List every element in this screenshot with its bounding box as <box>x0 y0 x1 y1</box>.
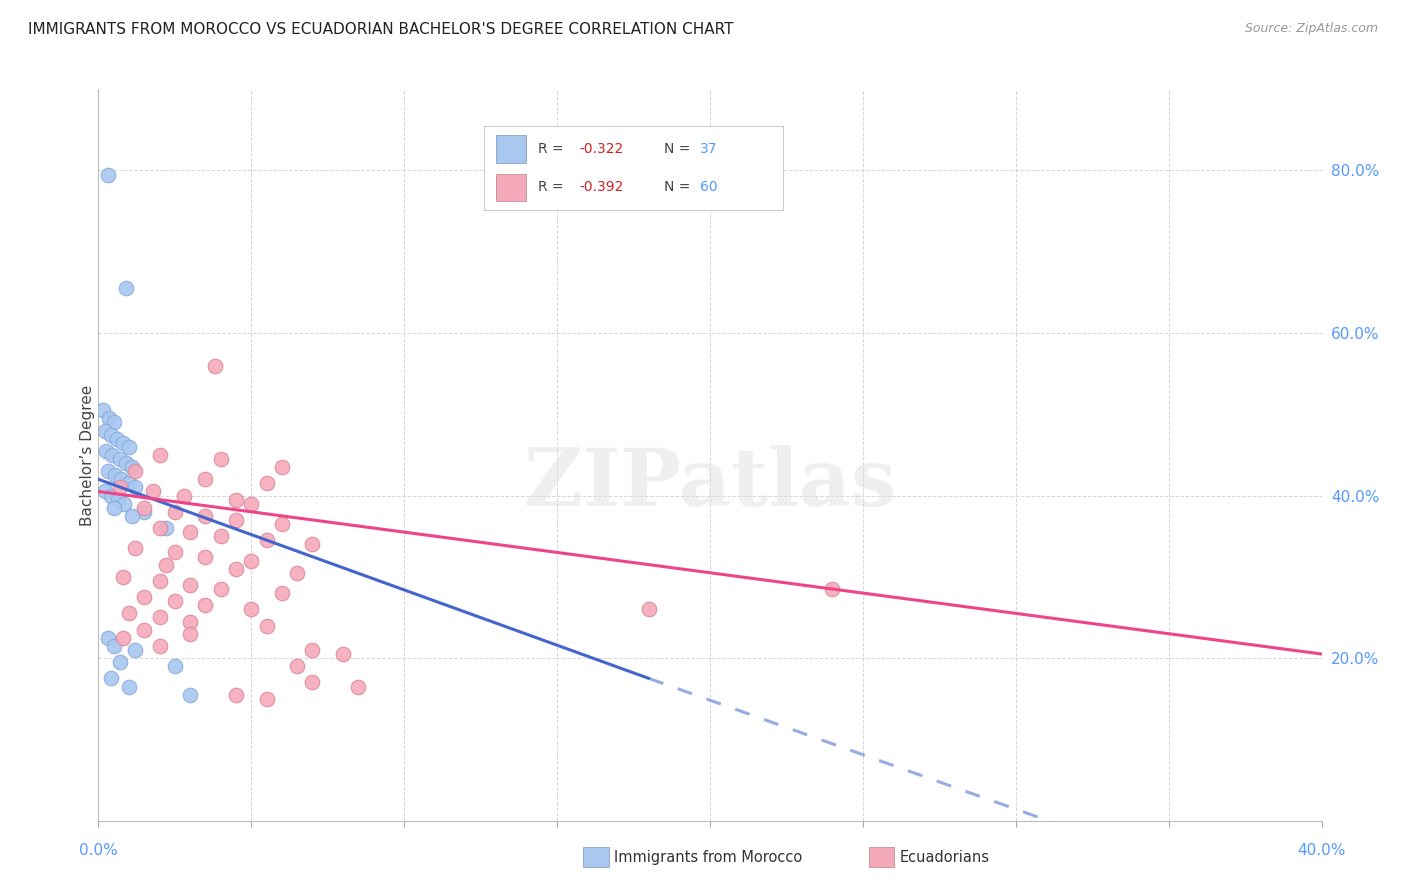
Point <box>100 672 122 686</box>
Point <box>155 521 177 535</box>
Point <box>225 688 247 702</box>
Point <box>301 643 323 657</box>
Point <box>225 513 247 527</box>
Point <box>149 574 172 588</box>
Point <box>142 484 165 499</box>
Point <box>124 643 146 657</box>
Point <box>240 497 263 511</box>
Point <box>104 468 127 483</box>
Text: 40.0%: 40.0% <box>1298 843 1346 858</box>
Point <box>100 489 122 503</box>
Point <box>101 448 124 462</box>
Point <box>270 586 294 600</box>
Point <box>98 411 121 425</box>
Point <box>821 582 844 596</box>
Point <box>111 435 134 450</box>
Point <box>107 492 129 507</box>
Point <box>270 516 294 531</box>
Point <box>163 505 186 519</box>
Point <box>124 464 146 478</box>
Point <box>209 529 232 543</box>
Text: 0.0%: 0.0% <box>79 843 118 858</box>
Text: IMMIGRANTS FROM MOROCCO VS ECUADORIAN BACHELOR'S DEGREE CORRELATION CHART: IMMIGRANTS FROM MOROCCO VS ECUADORIAN BA… <box>28 22 734 37</box>
Point <box>91 403 114 417</box>
Point <box>121 508 143 523</box>
Point <box>209 452 232 467</box>
Point <box>103 500 125 515</box>
Point <box>134 505 156 519</box>
Point <box>149 610 172 624</box>
Point <box>105 432 128 446</box>
Point <box>194 599 217 613</box>
Point <box>225 562 247 576</box>
Point <box>270 460 294 475</box>
Point <box>97 631 120 645</box>
Point <box>204 359 226 373</box>
Point <box>256 533 278 548</box>
Point <box>118 680 141 694</box>
Point <box>256 476 278 491</box>
Point <box>332 647 354 661</box>
Point <box>124 480 146 494</box>
Point <box>638 602 661 616</box>
Point <box>97 168 120 182</box>
Point <box>240 553 263 567</box>
Point <box>108 452 131 467</box>
Point <box>285 566 308 580</box>
Point <box>179 688 201 702</box>
Text: Source: ZipAtlas.com: Source: ZipAtlas.com <box>1244 22 1378 36</box>
Point <box>124 541 146 556</box>
Point <box>112 497 135 511</box>
Text: Ecuadorians: Ecuadorians <box>900 850 990 864</box>
Point <box>179 615 201 629</box>
Point <box>256 618 278 632</box>
Point <box>194 508 217 523</box>
Point <box>163 659 186 673</box>
Point <box>93 484 115 499</box>
Point <box>108 480 131 494</box>
Point <box>173 489 195 503</box>
Point <box>225 492 247 507</box>
Point <box>134 590 156 604</box>
Point <box>103 416 125 430</box>
Point <box>179 578 201 592</box>
Point <box>179 626 201 640</box>
Point <box>194 472 217 486</box>
Point <box>111 570 134 584</box>
Point <box>163 594 186 608</box>
Point <box>134 500 156 515</box>
Point <box>97 464 120 478</box>
Y-axis label: Bachelor’s Degree: Bachelor’s Degree <box>80 384 94 525</box>
Point <box>118 440 141 454</box>
Point <box>301 675 323 690</box>
Point <box>285 659 308 673</box>
Point <box>347 680 370 694</box>
Point <box>301 537 323 551</box>
Point <box>118 607 141 621</box>
Text: Immigrants from Morocco: Immigrants from Morocco <box>614 850 803 864</box>
Point <box>118 476 141 491</box>
Point <box>115 456 138 470</box>
Point <box>209 582 232 596</box>
Point <box>149 639 172 653</box>
Point <box>111 631 134 645</box>
Point <box>256 691 278 706</box>
Point <box>94 443 117 458</box>
Point <box>103 639 125 653</box>
Point <box>179 525 201 540</box>
Point <box>155 558 177 572</box>
Point <box>115 281 138 295</box>
Point <box>100 427 122 442</box>
Point <box>149 448 172 462</box>
Point <box>240 602 263 616</box>
Point <box>93 424 115 438</box>
Point <box>108 655 131 669</box>
Point <box>163 545 186 559</box>
Point <box>110 472 132 486</box>
Point <box>149 521 172 535</box>
Point <box>121 460 143 475</box>
Point <box>134 623 156 637</box>
Text: ZIPatlas: ZIPatlas <box>524 445 896 524</box>
Point <box>194 549 217 564</box>
